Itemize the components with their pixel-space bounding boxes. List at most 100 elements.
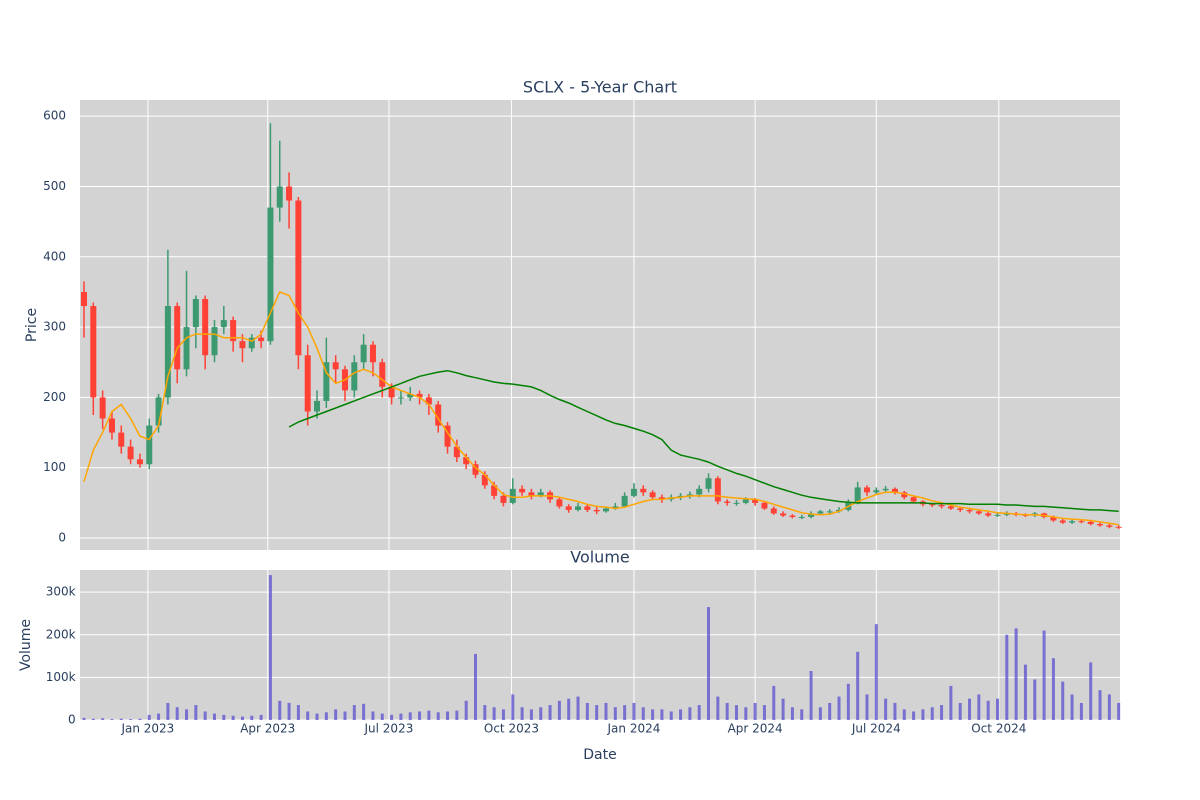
candle (649, 490, 656, 501)
candle (854, 481, 861, 505)
volume-bar (259, 714, 263, 720)
volume-bar (511, 694, 515, 720)
candle (891, 487, 898, 495)
volume-bar (585, 702, 589, 720)
candle-body (780, 513, 787, 516)
volume-bar (371, 711, 375, 720)
candle-body (80, 291, 87, 307)
candle-body (789, 515, 796, 517)
candle (108, 411, 115, 440)
candle-body (696, 488, 703, 495)
volume-bar (688, 707, 692, 720)
candle-body (1069, 521, 1076, 523)
candle-body (1097, 523, 1104, 526)
candle (202, 295, 209, 370)
volume-bar (977, 694, 981, 720)
volume-bar (968, 698, 972, 720)
volume-bar (1042, 630, 1046, 720)
candle (873, 487, 880, 495)
volume-bar (1107, 694, 1111, 720)
candle (957, 507, 964, 513)
volume-bar (157, 713, 161, 720)
candle-body (640, 488, 647, 493)
candle (1106, 523, 1113, 529)
volume-bar (1014, 628, 1018, 720)
candle (146, 418, 153, 470)
candle (565, 504, 572, 513)
volume-bar (287, 702, 291, 720)
volume-bar (828, 702, 832, 720)
candle-body (1078, 521, 1085, 523)
volume-bar (790, 707, 794, 720)
candle-body (146, 425, 153, 465)
volume-bar (557, 700, 561, 720)
candle-body (863, 487, 870, 493)
volume-bar (912, 711, 916, 720)
volume-bar (473, 653, 477, 720)
y-tick-label: 100 (43, 460, 66, 474)
candle (220, 306, 227, 335)
candle-body (239, 341, 246, 349)
x-tick-label: Jul 2024 (851, 722, 901, 736)
volume-bar (82, 717, 86, 720)
volume-bar (501, 709, 505, 720)
candle-body (1106, 525, 1113, 527)
volume-title: Volume (570, 548, 630, 567)
volume-bar (1005, 634, 1009, 720)
candle (714, 476, 721, 505)
candle (304, 344, 311, 426)
candle-body (910, 497, 917, 502)
volume-bar (567, 698, 571, 720)
candle-body (314, 400, 321, 412)
candle (183, 270, 190, 377)
candle-body (612, 506, 619, 509)
volume-bar (753, 702, 757, 720)
volume-bar (846, 683, 850, 720)
candle (519, 485, 526, 496)
candle (761, 501, 768, 510)
candle (435, 400, 442, 433)
candle (90, 302, 97, 415)
volume-bar (613, 707, 617, 720)
candle-body (947, 506, 954, 509)
volume-bar (119, 718, 123, 720)
volume-bar (408, 712, 412, 720)
candle-body (202, 298, 209, 356)
candle (239, 334, 246, 363)
volume-bar (240, 716, 244, 720)
candle (1097, 522, 1104, 527)
candle-body (593, 509, 600, 512)
volume-bar (446, 711, 450, 720)
candle-body (332, 362, 339, 370)
volume-bar (1079, 702, 1083, 720)
candle-body (267, 207, 274, 342)
volume-bar (492, 707, 496, 720)
candle-body (108, 418, 115, 433)
candle-body (528, 492, 535, 496)
candle (798, 514, 805, 520)
candle-body (472, 464, 479, 475)
candle-body (491, 485, 498, 496)
candle (975, 509, 982, 515)
candle-body (360, 344, 367, 363)
volume-bar (902, 709, 906, 720)
candle-body (575, 506, 582, 510)
volume-bar (986, 700, 990, 720)
candle-body (826, 511, 833, 513)
volume-bar (91, 718, 95, 720)
volume-bar (995, 698, 999, 720)
volume-bar (222, 714, 226, 720)
candle-body (854, 487, 861, 503)
candle-body (286, 186, 293, 201)
volume-bar (641, 707, 645, 720)
candle-body (155, 397, 162, 426)
candle-body (602, 508, 609, 512)
candle (780, 511, 787, 517)
volume-bar (539, 707, 543, 720)
volume-bar (837, 696, 841, 720)
candle (556, 497, 563, 509)
candle-body (808, 513, 815, 517)
candle-body (164, 306, 171, 398)
volume-bar (893, 702, 897, 720)
candle-body (304, 355, 311, 412)
